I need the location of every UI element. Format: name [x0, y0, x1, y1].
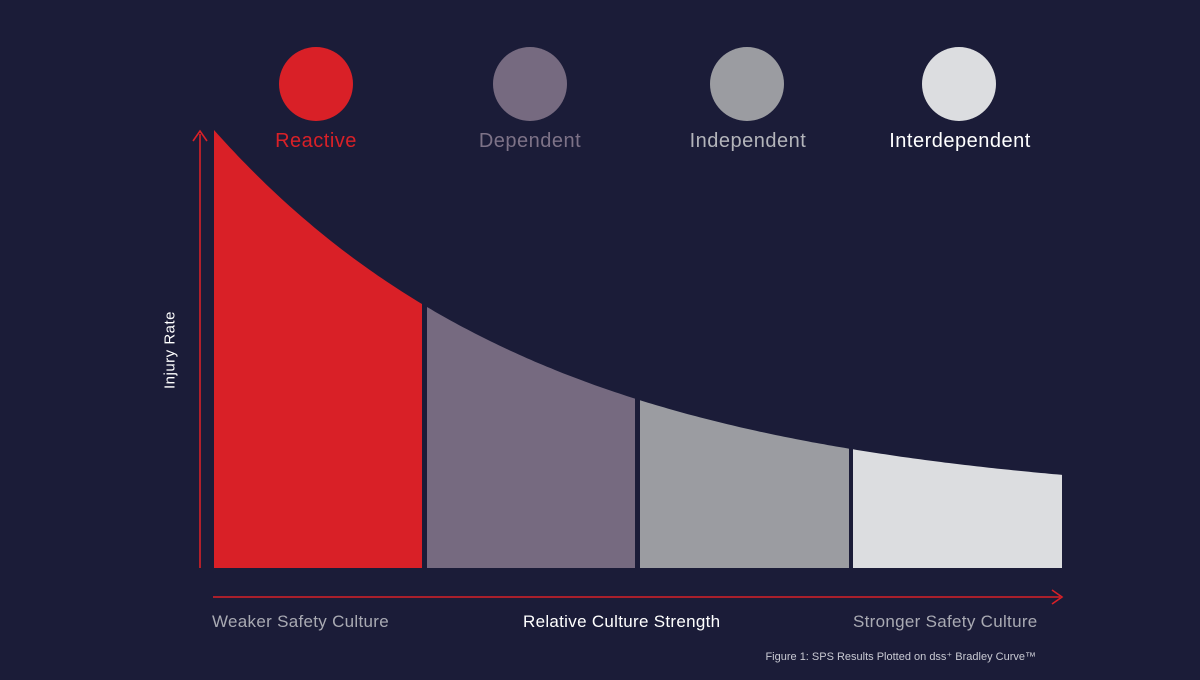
- dependent-stage-label: Dependent: [478, 130, 582, 152]
- dependent-stage-circle: [493, 47, 567, 121]
- interdependent-curve-segment: [853, 449, 1062, 568]
- interdependent-stage-circle: [922, 47, 996, 121]
- x-axis-title: Relative Culture Strength: [523, 612, 721, 631]
- reactive-stage-circle: [279, 47, 353, 121]
- figure-caption: Figure 1: SPS Results Plotted on dss⁺ Br…: [765, 651, 1036, 663]
- independent-stage-label: Independent: [689, 130, 807, 152]
- reactive-curve-segment: [214, 130, 422, 568]
- reactive-stage-label: Reactive: [275, 130, 357, 152]
- independent-curve-segment: [640, 400, 849, 568]
- x-axis-arrowhead: [1051, 589, 1064, 605]
- interdependent-stage-label: Interdependent: [889, 130, 1031, 152]
- independent-stage-circle: [710, 47, 784, 121]
- dependent-curve-segment: [427, 307, 635, 568]
- y-axis-label: Injury Rate: [161, 310, 179, 390]
- y-axis-arrowhead: [192, 129, 208, 142]
- x-axis-right-label: Stronger Safety Culture: [853, 612, 1038, 631]
- x-axis-left-label: Weaker Safety Culture: [212, 612, 390, 631]
